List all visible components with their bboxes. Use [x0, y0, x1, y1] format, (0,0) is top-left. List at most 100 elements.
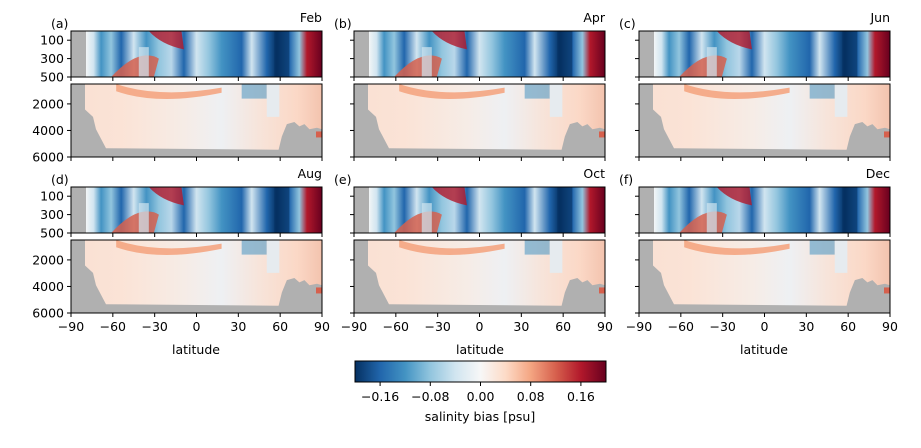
xtick-label: −30 [424, 319, 450, 334]
land-antarctica [639, 187, 654, 233]
red-cell [599, 287, 605, 294]
land-seafloor-north [276, 121, 322, 157]
xtick-label: −60 [383, 319, 409, 334]
xtick-label: 90 [882, 319, 898, 334]
lower-heatmap [353, 83, 606, 158]
red-surface-band [431, 187, 467, 206]
xtick-label: −60 [668, 319, 694, 334]
land-seafloor-north [559, 121, 605, 157]
pale-column [138, 47, 149, 77]
upper-heatmap [638, 30, 891, 78]
ytick-label-upper: 500 [40, 70, 64, 85]
lower-heatmap [638, 239, 891, 314]
panel-apr: (b) Apr [334, 10, 606, 161]
panel-month: Oct [583, 166, 605, 181]
colorbar-tick-label: 0.16 [567, 389, 595, 404]
land-seafloor-south [71, 84, 280, 157]
red-aaiw-band [116, 84, 222, 99]
panel-month: Dec [866, 166, 890, 181]
xtick-label: −30 [141, 319, 167, 334]
pale-column [138, 203, 149, 233]
panel-month: Aug [298, 166, 322, 181]
red-surface-band [716, 31, 752, 50]
panel-feb: (a) Feb 100 300 500 2000 4000 6000 [32, 10, 323, 165]
red-surface-band [148, 31, 184, 50]
upper-heatmap [638, 186, 891, 234]
arctic-pale [266, 240, 280, 273]
land-seafloor-south [639, 240, 848, 313]
land-seafloor-south [639, 84, 848, 157]
pale-column [706, 47, 717, 77]
arctic-pale [549, 84, 563, 117]
panel-letter: (b) [334, 16, 352, 31]
red-aaiw-band [399, 84, 505, 99]
dark-blue-column [842, 31, 858, 77]
lower-heatmap [70, 83, 323, 158]
blue-patch [524, 84, 550, 99]
colorbar-tick-label: −0.08 [411, 389, 449, 404]
upper-heatmap [70, 186, 323, 234]
dark-blue-column [274, 187, 290, 233]
red-surface-band [431, 31, 467, 50]
ytick-label-upper: 100 [40, 33, 64, 48]
dark-blue-column [557, 187, 573, 233]
arctic-pale [834, 84, 848, 117]
xtick-label: 0 [476, 319, 484, 334]
panel-dec: (f) Dec −90 −60 −30 0 30 60 90 [619, 166, 898, 334]
red-surface-band [716, 187, 752, 206]
colorbar-tick-label: 0.00 [467, 389, 495, 404]
panel-oct: (e) Oct −90 −60 −30 0 30 60 90 [334, 166, 613, 334]
land-seafloor-north [559, 277, 605, 313]
xtick-label: 90 [314, 319, 330, 334]
colorbar-label: salinity bias [psu] [425, 409, 535, 424]
blue-patch [524, 240, 550, 255]
blue-patch [241, 84, 267, 99]
land-seafloor-south [354, 240, 563, 313]
colorbar-gradient [354, 360, 607, 383]
xlabel-left: latitude [172, 342, 220, 357]
red-cell [316, 287, 322, 294]
xtick-label: 0 [761, 319, 769, 334]
ytick-label-upper: 300 [40, 51, 64, 66]
land-antarctica [639, 31, 654, 77]
land-seafloor-north [276, 277, 322, 313]
colorbar-ticks: −0.16 −0.08 0.00 0.08 0.16 [361, 382, 595, 404]
ytick-label-upper: 300 [40, 207, 64, 222]
upper-heatmap [353, 186, 606, 234]
blue-patch [809, 84, 835, 99]
xtick-label: −90 [341, 319, 367, 334]
panel-jun: (c) Jun [619, 10, 891, 161]
land-antarctica [354, 187, 369, 233]
land-antarctica [354, 31, 369, 77]
pale-column [421, 203, 432, 233]
panel-letter: (f) [619, 172, 633, 187]
xtick-label: 30 [798, 319, 814, 334]
xtick-label: −90 [626, 319, 652, 334]
xtick-label: 0 [193, 319, 201, 334]
upper-heatmap [353, 30, 606, 78]
xtick-label: −30 [709, 319, 735, 334]
ytick-label-lower: 4000 [32, 279, 64, 294]
red-aaiw-band [684, 240, 790, 255]
blue-patch [809, 240, 835, 255]
colorbar-tick-label: −0.16 [361, 389, 399, 404]
red-aaiw-band [399, 240, 505, 255]
arctic-pale [834, 240, 848, 273]
lower-heatmap [638, 83, 891, 158]
xlabel-middle: latitude [456, 342, 504, 357]
xtick-label: −60 [100, 319, 126, 334]
upper-heatmap [70, 30, 323, 78]
ytick-label-upper: 100 [40, 189, 64, 204]
red-cell [599, 131, 605, 138]
pale-column [421, 47, 432, 77]
land-antarctica [71, 31, 86, 77]
panel-aug: (d) Aug 100 300 500 2000 4000 6000−90 −60 −30 0 30 6… [32, 166, 330, 334]
red-aaiw-band [116, 240, 222, 255]
ytick-label-lower: 2000 [32, 96, 64, 111]
panel-month: Apr [583, 10, 605, 25]
panel-letter: (c) [619, 16, 636, 31]
blue-patch [241, 240, 267, 255]
land-seafloor-north [844, 121, 890, 157]
xtick-label: 30 [513, 319, 529, 334]
